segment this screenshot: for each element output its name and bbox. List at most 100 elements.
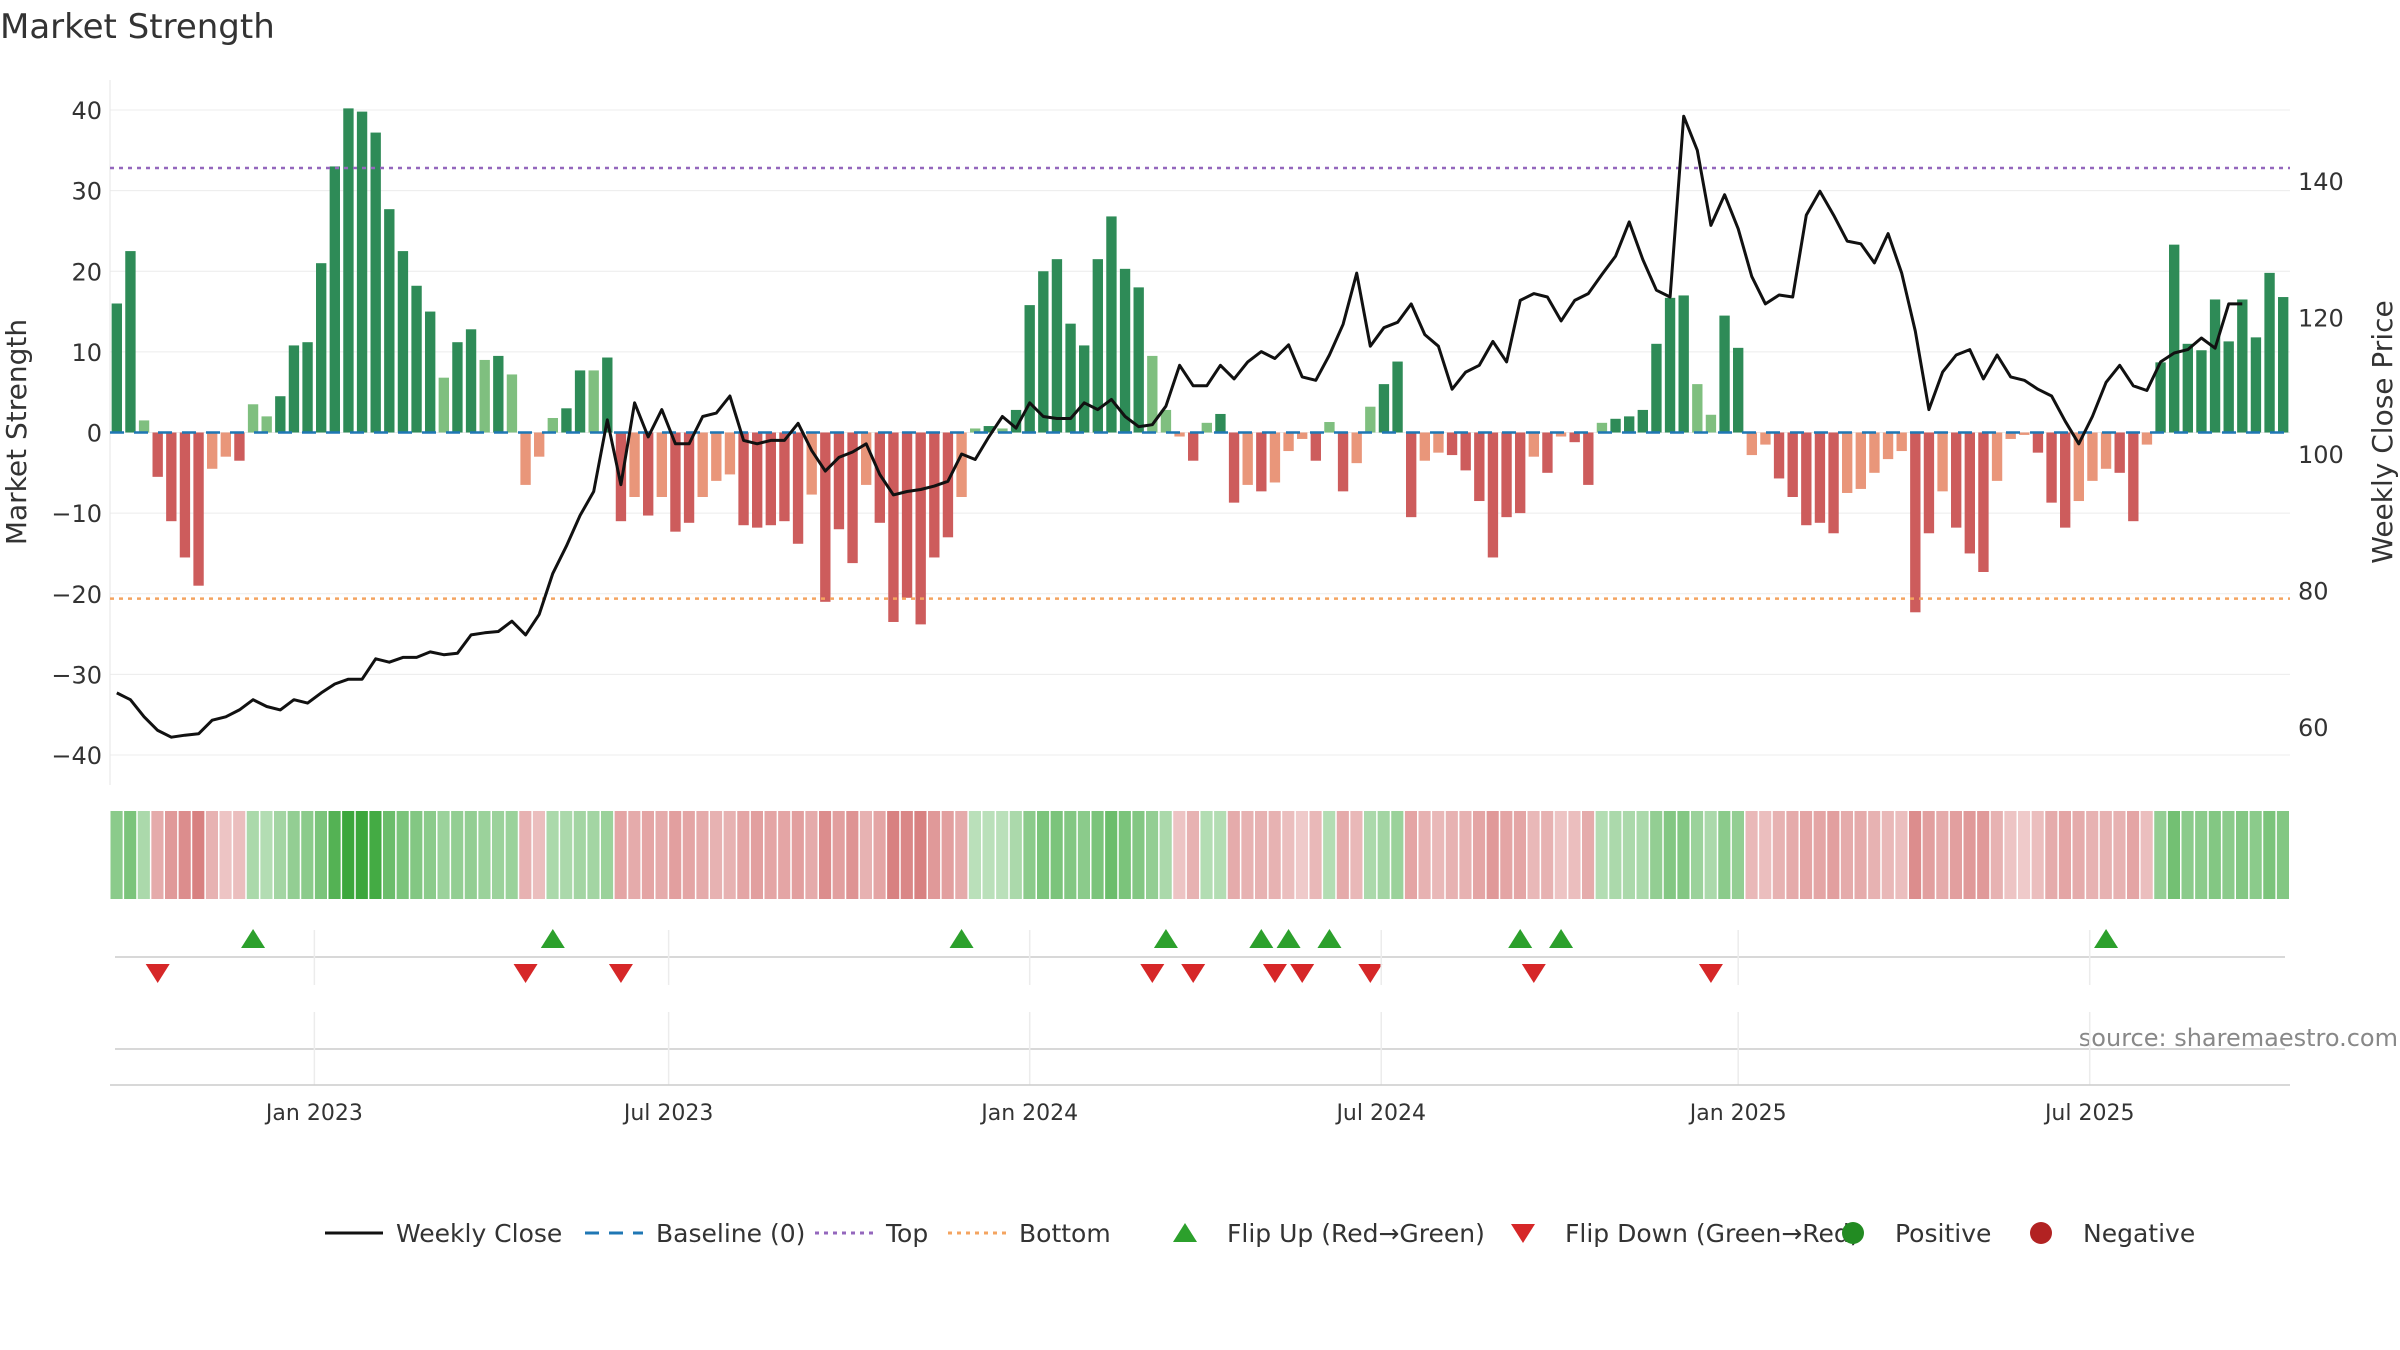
strength-bar <box>806 432 817 495</box>
strip-cell <box>764 811 777 899</box>
strip-cell <box>314 811 327 899</box>
strength-bar <box>1079 345 1090 433</box>
strength-bar <box>2264 272 2275 433</box>
flip-up-marker <box>1249 929 1274 948</box>
strength-bar <box>234 432 245 461</box>
strength-bar <box>901 432 913 598</box>
strength-bar <box>1024 305 1035 433</box>
strength-bar <box>465 329 477 433</box>
strength-bar <box>1869 432 1880 473</box>
strength-bar <box>1801 432 1812 526</box>
strength-bar <box>574 370 586 433</box>
flip-markers <box>115 929 2285 1050</box>
strength-bar <box>138 420 150 433</box>
strip-cell <box>1432 811 1445 899</box>
strip-cell <box>1146 811 1159 899</box>
flip-up-marker <box>2094 929 2119 948</box>
strength-bar <box>1910 432 1921 613</box>
strip-cell <box>750 811 763 899</box>
strength-bar <box>1991 432 2003 481</box>
strength-bar <box>506 374 518 433</box>
strip-cell <box>805 811 818 899</box>
strength-bar <box>479 359 490 433</box>
strip-cell <box>1295 811 1308 899</box>
strength-bar <box>1310 432 1321 461</box>
flip-down-marker <box>608 964 633 983</box>
strip-cell <box>1323 811 1336 899</box>
strength-bar <box>452 342 463 433</box>
strip-cell <box>1731 811 1744 899</box>
legend-label: Flip Up (Red→Green) <box>1227 1219 1485 1248</box>
strip-cell <box>342 811 355 899</box>
strip-cell <box>1391 811 1404 899</box>
strip-cell <box>1895 811 1908 899</box>
strip-cell <box>1759 811 1772 899</box>
strength-bar <box>2141 432 2153 445</box>
strip-cell <box>1513 811 1526 899</box>
strip-cell <box>464 811 477 899</box>
strip-cell <box>519 811 532 899</box>
strength-bar <box>983 426 994 433</box>
strip-cell <box>2167 811 2180 899</box>
strength-bar <box>2128 432 2139 522</box>
strip-cell <box>628 811 641 899</box>
strength-bar <box>1555 432 1567 437</box>
x-tick-label: Jul 2024 <box>1334 1101 1426 1126</box>
strength-bar <box>1637 409 1648 433</box>
y-axis-label-left: Market Strength <box>0 319 33 545</box>
strength-bar <box>588 370 599 433</box>
strip-cell <box>1364 811 1377 899</box>
strength-bar <box>2182 343 2193 433</box>
strength-bar <box>602 357 613 433</box>
strip-cell <box>696 811 709 899</box>
strength-bar <box>2019 432 2030 435</box>
strip-cell <box>246 811 259 899</box>
strip-cell <box>124 811 137 899</box>
strength-bar <box>1038 271 1049 433</box>
strip-cell <box>328 811 341 899</box>
strength-bar <box>765 432 776 526</box>
flip-down-marker <box>1521 964 1546 983</box>
strength-bar <box>1215 413 1226 433</box>
strip-cell <box>137 811 150 899</box>
strip-cell <box>2249 811 2262 899</box>
y-tick-label-right: 120 <box>2298 305 2344 333</box>
x-tick-label: Jan 2023 <box>264 1101 363 1126</box>
y-tick-label-right: 60 <box>2298 714 2329 742</box>
strength-bar <box>1651 343 1662 433</box>
strip-cell <box>1064 811 1077 899</box>
strip-cell <box>1881 811 1894 899</box>
strength-bar <box>520 432 531 485</box>
strength-bar <box>275 396 286 433</box>
strip-cell <box>1554 811 1567 899</box>
y-tick-label: −30 <box>51 661 102 689</box>
strength-bar <box>1392 361 1403 433</box>
strip-cell <box>669 811 682 899</box>
strip-cell <box>2072 811 2085 899</box>
strip-cell <box>1418 811 1431 899</box>
strip-cell <box>1023 811 1036 899</box>
strip-cell <box>1241 811 1254 899</box>
strength-bar <box>1378 384 1390 433</box>
strength-bar <box>411 285 422 433</box>
strip-cell <box>914 811 927 899</box>
strip-cell <box>2004 811 2017 899</box>
strength-bar <box>1937 432 1948 492</box>
strength-bar <box>397 251 409 433</box>
strip-cell <box>178 811 191 899</box>
strip-cell <box>2018 811 2031 899</box>
strip-cell <box>1854 811 1867 899</box>
strength-bar <box>711 432 722 481</box>
strength-bar <box>1569 432 1580 443</box>
strength-bar <box>1365 406 1376 433</box>
strip-cell <box>1840 811 1853 899</box>
strip-cell <box>1595 811 1608 899</box>
legend-label: Bottom <box>1019 1219 1111 1248</box>
strip-cell <box>1663 811 1676 899</box>
flip-up-marker <box>1276 929 1301 948</box>
strip-cell <box>2086 811 2099 899</box>
strength-bar <box>1528 432 1539 457</box>
strip-cell <box>1977 811 1990 899</box>
strip-cell <box>900 811 913 899</box>
x-tick-label: Jul 2023 <box>622 1101 714 1126</box>
